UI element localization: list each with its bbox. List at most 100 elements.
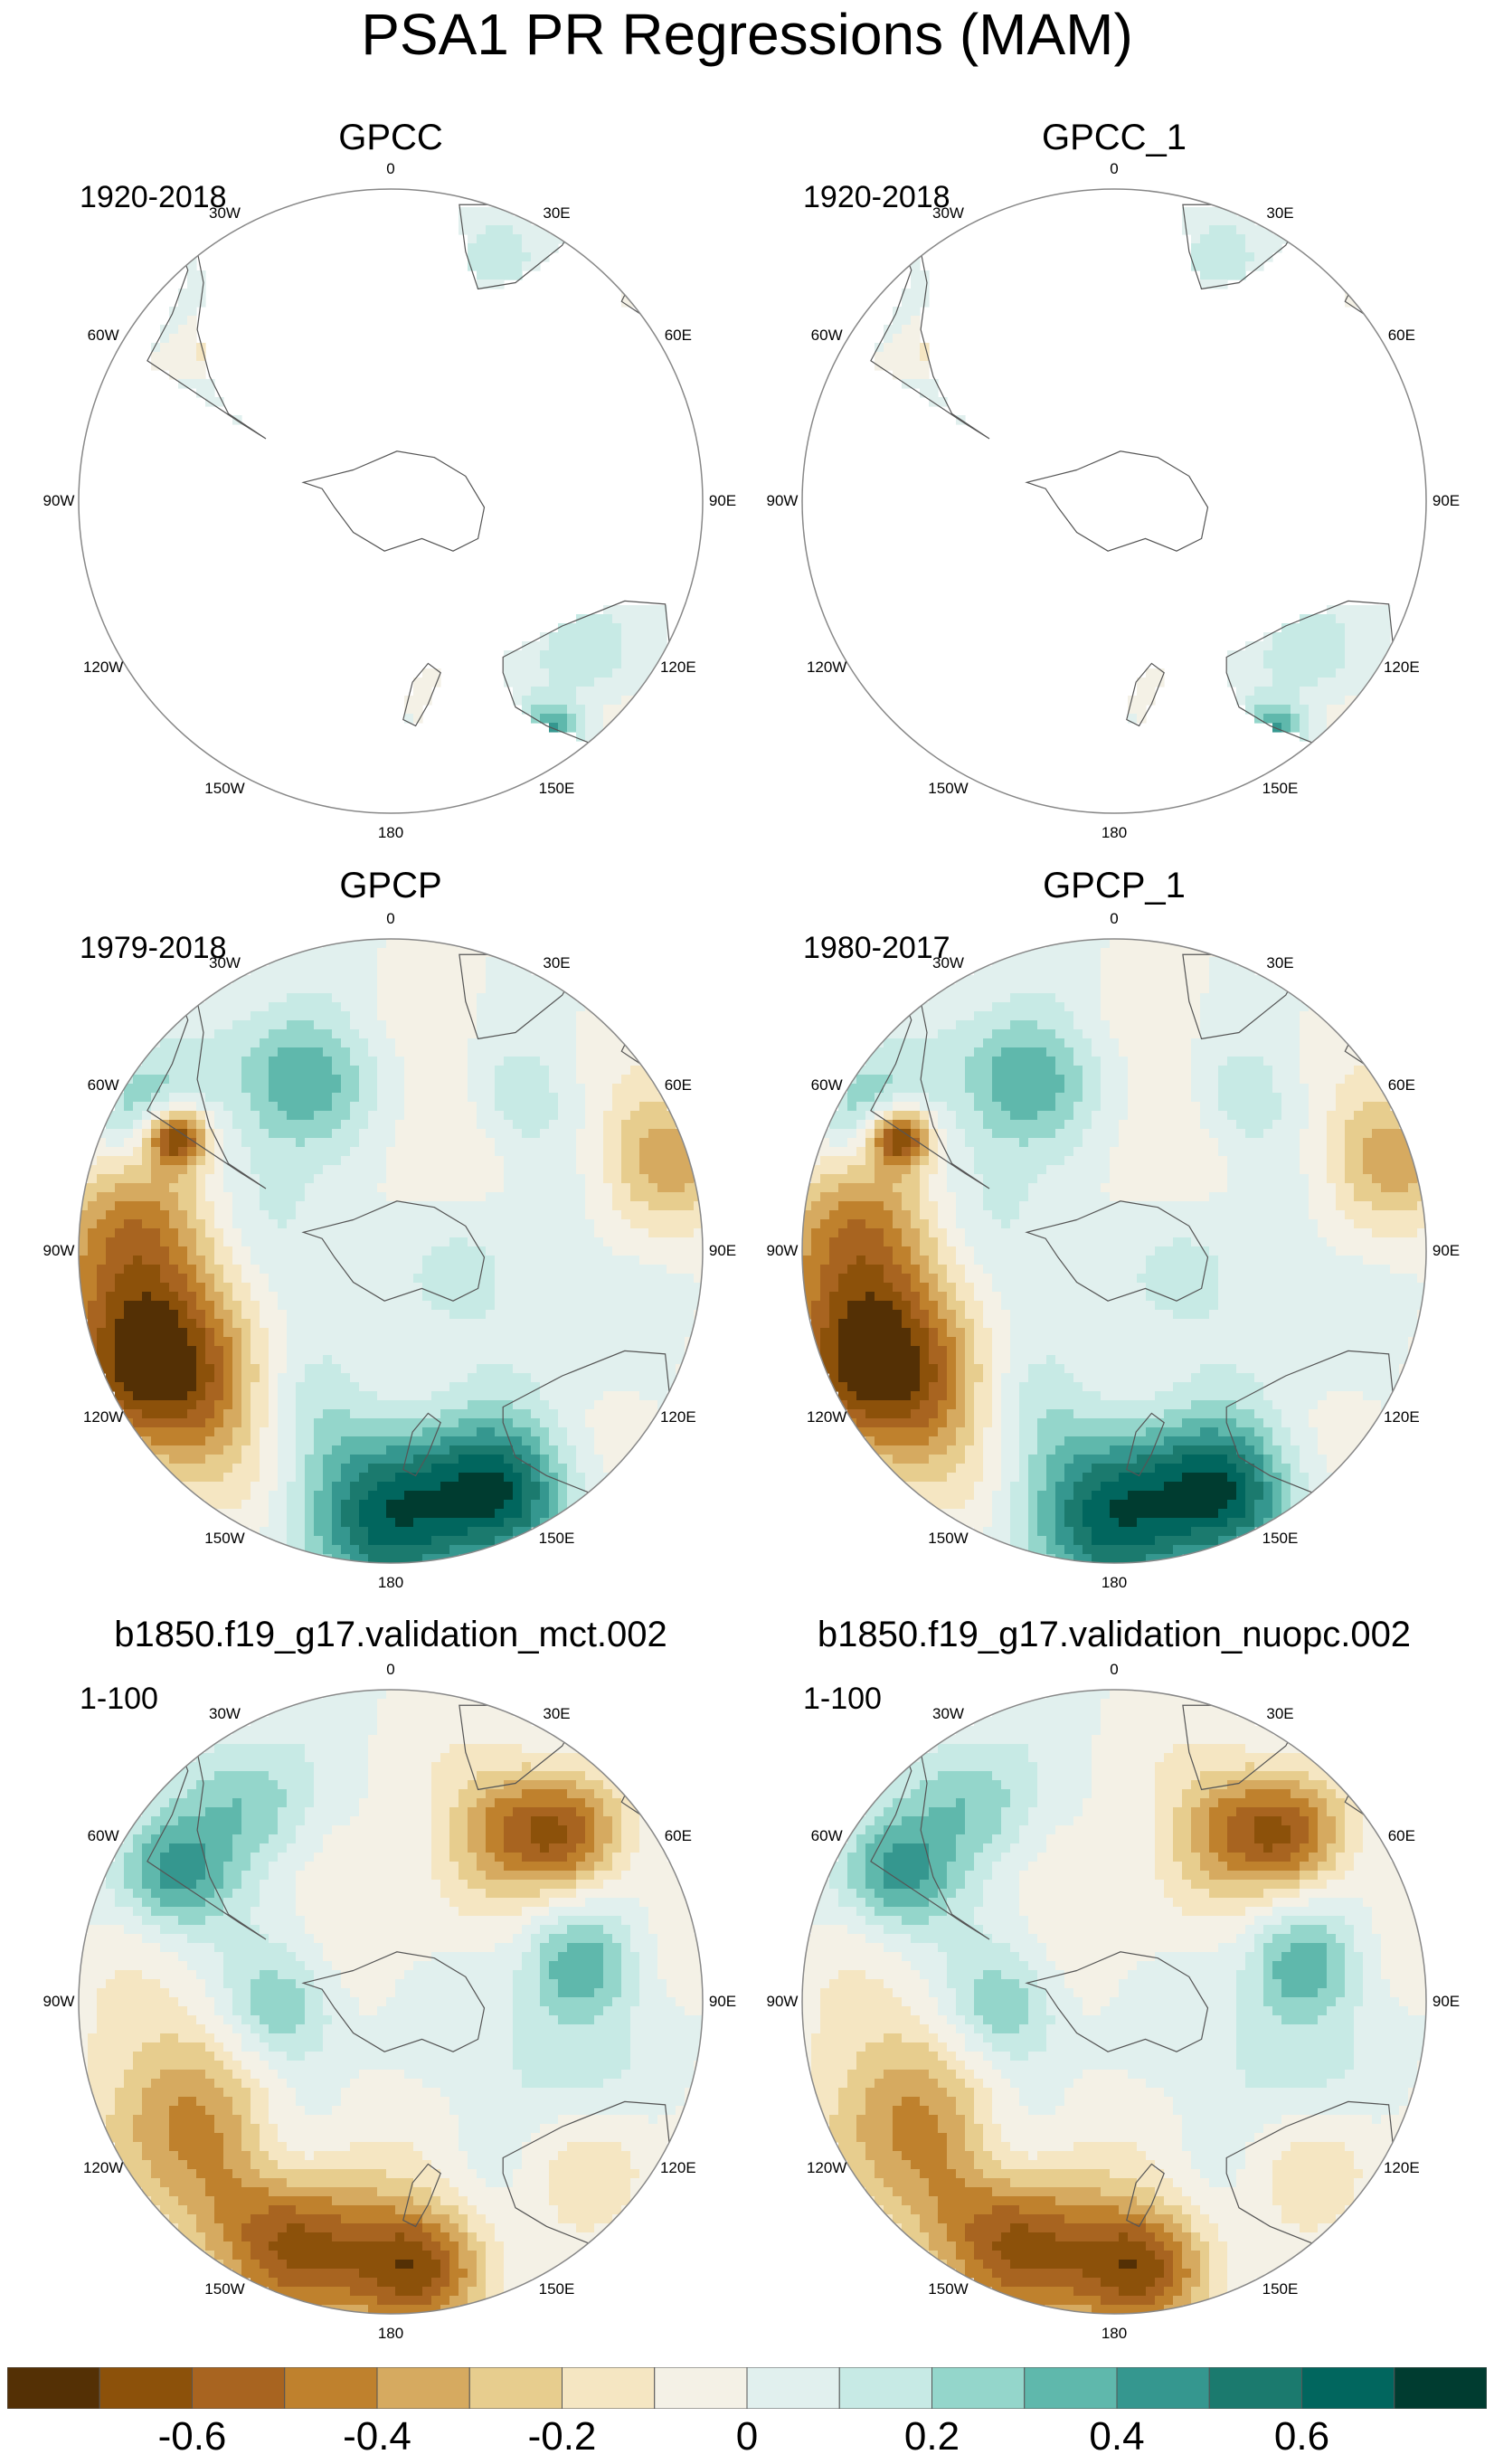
- longitude-label: 90W: [766, 492, 799, 509]
- map-boundary: [801, 188, 1427, 814]
- polar-map: [78, 188, 704, 814]
- polar-map: [801, 938, 1427, 1564]
- colorbar-swatch: [1301, 2367, 1395, 2409]
- colorbar-swatch: [746, 2367, 840, 2409]
- longitude-label: 30W: [932, 204, 964, 223]
- longitude-label: 180: [377, 2325, 404, 2342]
- longitude-label: 120W: [806, 1407, 847, 1426]
- colorbar-swatch: [1208, 2367, 1302, 2409]
- colorbar-swatch: [1116, 2367, 1210, 2409]
- polar-map: [78, 1689, 704, 2315]
- panel-title: b1850.f19_g17.validation_nuopc.002: [817, 1615, 1412, 1654]
- coastline-antarctica: [301, 450, 486, 552]
- colorbar-swatch: [654, 2367, 748, 2409]
- longitude-label: 150W: [928, 779, 969, 797]
- longitude-label: 60W: [87, 1826, 119, 1844]
- longitude-label: 60W: [810, 1826, 843, 1844]
- longitude-label: 0: [1110, 910, 1119, 927]
- colorbar-swatch: [931, 2367, 1026, 2409]
- longitude-label: 60E: [664, 1826, 692, 1844]
- longitude-label: 120W: [82, 2158, 124, 2176]
- longitude-label: 60E: [664, 326, 692, 344]
- longitude-label: 30E: [543, 204, 571, 223]
- map-boundary: [78, 188, 704, 814]
- map-boundary: [78, 1689, 704, 2315]
- coastline-newZealand: [1126, 662, 1165, 727]
- panel-period: 1920-2018: [803, 180, 950, 214]
- longitude-label: 150E: [538, 2279, 575, 2298]
- longitude-label: 150W: [928, 1529, 969, 1547]
- longitude-label: 120E: [659, 1407, 696, 1426]
- longitude-label: 60E: [1387, 1076, 1415, 1094]
- colorbar-tick-label: 0: [735, 2414, 759, 2459]
- longitude-label: 90W: [766, 1993, 799, 2010]
- longitude-label: 120E: [659, 2158, 696, 2176]
- longitude-label: 90W: [766, 1242, 799, 1259]
- coastline-antarctica: [1025, 1951, 1209, 2052]
- coastline-madagascar: [1344, 275, 1377, 315]
- longitude-label: 90E: [1432, 1242, 1461, 1259]
- colorbar-swatch: [1394, 2367, 1487, 2409]
- longitude-label: 120E: [1383, 2158, 1420, 2176]
- longitude-label: 60W: [810, 1076, 843, 1094]
- longitude-label: 60E: [1387, 1826, 1415, 1844]
- longitude-label: 30W: [932, 1705, 964, 1723]
- longitude-label: 30W: [209, 954, 241, 972]
- coastline-southAmerica: [870, 234, 990, 440]
- panel-period: 1920-2018: [80, 180, 227, 214]
- coastline-antarctica: [301, 1200, 486, 1302]
- coastline-newZealand: [402, 662, 441, 727]
- longitude-label: 30W: [932, 954, 964, 972]
- longitude-label: 0: [1110, 1661, 1119, 1678]
- map-boundary: [78, 938, 704, 1564]
- longitude-label: 120E: [1383, 658, 1420, 676]
- longitude-label: 150W: [204, 1529, 245, 1547]
- colorbar-tick-label: 0.2: [903, 2414, 960, 2459]
- panel-title: b1850.f19_g17.validation_mct.002: [114, 1615, 667, 1654]
- longitude-label: 150E: [538, 1529, 575, 1547]
- colorbar-tick-label: -0.4: [343, 2414, 411, 2459]
- longitude-label: 150W: [928, 2279, 969, 2298]
- longitude-label: 90E: [708, 1993, 737, 2010]
- colorbar-tick-label: 0.4: [1089, 2414, 1145, 2459]
- precip-field: [151, 207, 667, 742]
- longitude-label: 0: [386, 1661, 395, 1678]
- panel-title: GPCC: [338, 118, 443, 157]
- longitude-label: 30E: [543, 954, 571, 972]
- panel-title: GPCP: [339, 866, 442, 905]
- longitude-label: 90E: [1432, 1993, 1461, 2010]
- polar-map: [801, 1689, 1427, 2315]
- longitude-label: 0: [386, 910, 395, 927]
- colorbar-tick-label: 0.6: [1273, 2414, 1330, 2459]
- longitude-label: 60W: [87, 326, 119, 344]
- longitude-label: 0: [1110, 160, 1119, 177]
- colorbar: [7, 2367, 1487, 2409]
- colorbar-swatch: [838, 2367, 932, 2409]
- longitude-label: 90W: [43, 1242, 75, 1259]
- longitude-label: 60E: [664, 1076, 692, 1094]
- coastline-southAmerica: [870, 984, 990, 1189]
- longitude-label: 150E: [1262, 1529, 1299, 1547]
- longitude-label: 30E: [1266, 954, 1294, 972]
- panel-title: GPCP_1: [1043, 866, 1186, 905]
- polar-map: [801, 188, 1427, 814]
- colorbar-swatch: [284, 2367, 378, 2409]
- longitude-label: 90E: [708, 1242, 737, 1259]
- coastline-antarctica: [1025, 450, 1209, 552]
- panel-period: 1980-2017: [803, 931, 950, 965]
- longitude-label: 180: [377, 824, 404, 841]
- longitude-label: 120W: [806, 658, 847, 676]
- coastline-newZealand: [402, 2163, 441, 2228]
- longitude-label: 60W: [87, 1076, 119, 1094]
- precip-field: [802, 1690, 1426, 2314]
- panel-title: GPCC_1: [1041, 118, 1187, 157]
- coastline-southAmerica: [870, 1735, 990, 1940]
- precip-field: [79, 939, 703, 1563]
- longitude-label: 120E: [659, 658, 696, 676]
- polar-map: [78, 938, 704, 1564]
- colorbar-swatch: [468, 2367, 563, 2409]
- coastline-newZealand: [1126, 2163, 1165, 2228]
- longitude-label: 120W: [806, 2158, 847, 2176]
- longitude-label: 60E: [1387, 326, 1415, 344]
- longitude-label: 30W: [209, 1705, 241, 1723]
